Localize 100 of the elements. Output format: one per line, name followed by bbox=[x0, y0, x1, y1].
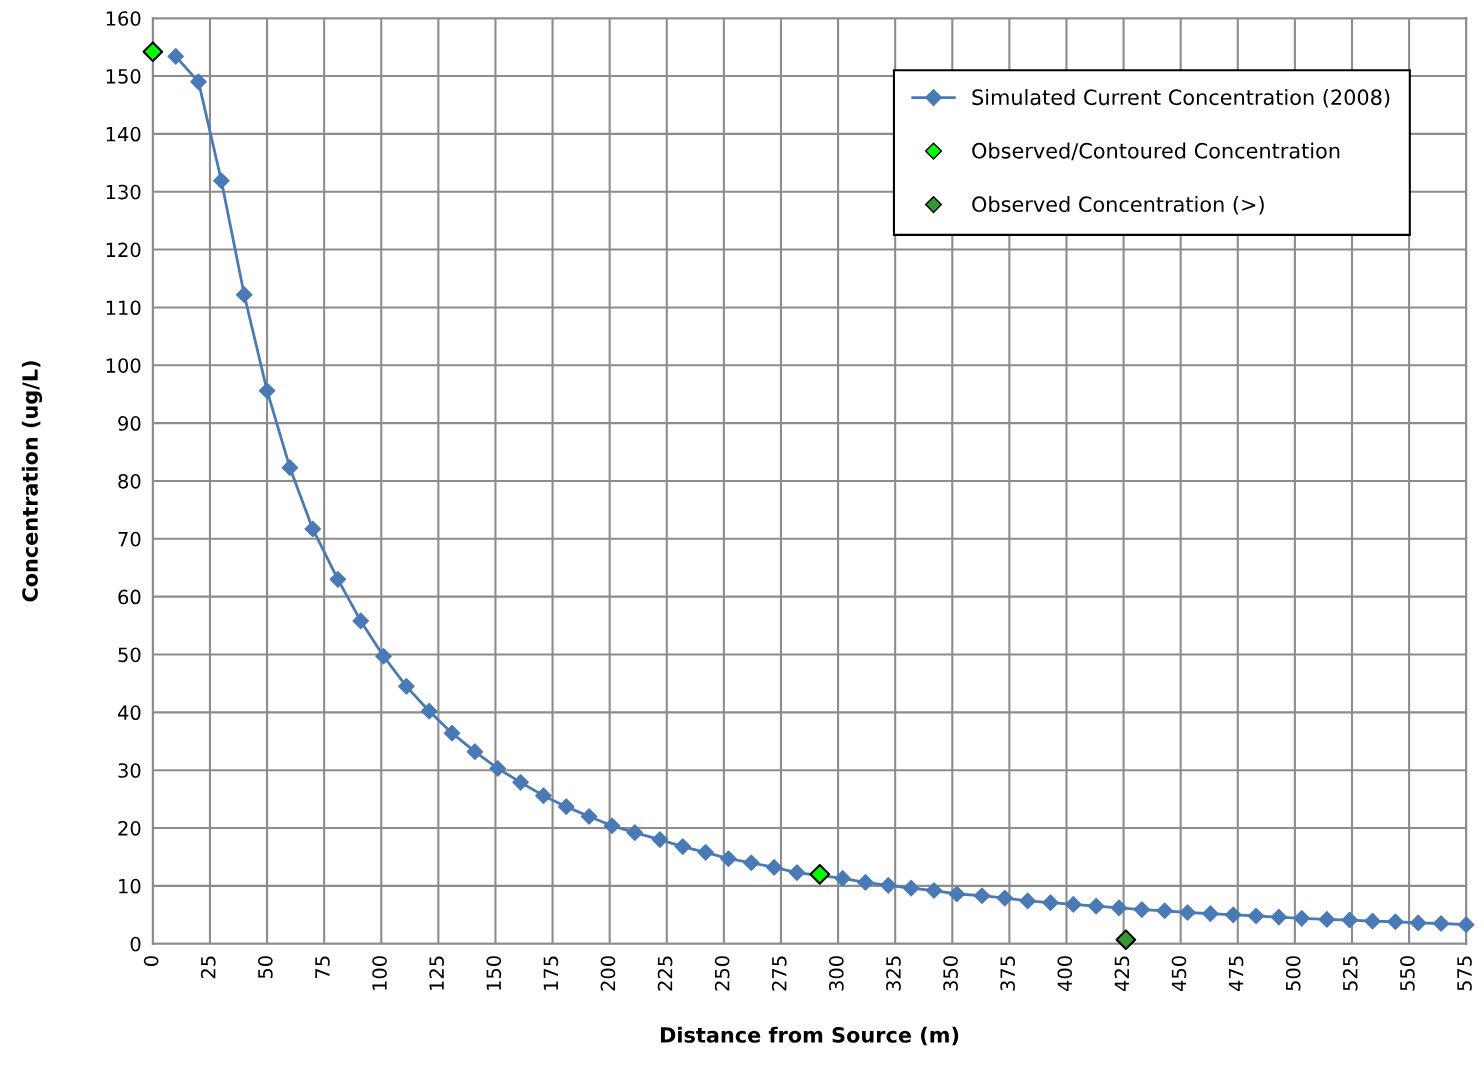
y-tick-label: 140 bbox=[106, 126, 141, 142]
x-tick-label: 400 bbox=[1057, 956, 1073, 992]
point bbox=[1318, 911, 1336, 928]
point bbox=[329, 571, 347, 588]
point bbox=[304, 520, 322, 538]
x-tick-label: 100 bbox=[372, 956, 387, 990]
point bbox=[235, 286, 253, 304]
point bbox=[375, 647, 392, 665]
x-tick-label: 75 bbox=[315, 956, 330, 978]
point bbox=[765, 859, 783, 876]
point bbox=[1364, 912, 1381, 930]
point bbox=[420, 702, 438, 720]
point bbox=[1087, 897, 1105, 915]
point bbox=[1432, 915, 1450, 932]
point bbox=[1341, 911, 1359, 929]
point bbox=[213, 172, 230, 190]
point bbox=[720, 850, 737, 868]
point bbox=[167, 48, 184, 65]
x-tick-label: 375 bbox=[1000, 956, 1016, 991]
point bbox=[1156, 902, 1173, 920]
point bbox=[788, 864, 806, 881]
x-tick-label: 450 bbox=[1171, 956, 1187, 992]
point bbox=[443, 724, 461, 742]
point bbox=[190, 73, 207, 91]
point bbox=[1042, 894, 1059, 911]
point bbox=[1133, 901, 1151, 918]
point bbox=[1065, 896, 1082, 913]
x-tick-label: 25 bbox=[200, 956, 216, 979]
point bbox=[512, 774, 529, 791]
x-tick-label: 175 bbox=[543, 956, 559, 990]
x-tick-label: 275 bbox=[771, 956, 787, 991]
x-tick-label: 550 bbox=[1400, 956, 1415, 991]
y-tick-label: 100 bbox=[106, 358, 141, 373]
point bbox=[603, 817, 621, 835]
x-axis-title: Distance from Source (m) bbox=[660, 1026, 959, 1046]
y-tick-label: 60 bbox=[118, 589, 141, 605]
point bbox=[742, 854, 760, 872]
x-tick-label: 0 bbox=[143, 956, 159, 966]
y-tick-label: 50 bbox=[118, 647, 141, 663]
point bbox=[352, 612, 370, 630]
point bbox=[1270, 908, 1288, 926]
y-tick-label: 110 bbox=[106, 300, 141, 316]
point bbox=[466, 743, 484, 760]
y-tick-label: 120 bbox=[106, 242, 141, 258]
point bbox=[1387, 913, 1404, 931]
point bbox=[809, 863, 831, 885]
x-tick-label: 325 bbox=[886, 956, 901, 991]
x-tick-label: 425 bbox=[1114, 956, 1130, 992]
y-tick-label: 30 bbox=[118, 763, 141, 778]
y-tick-label: 80 bbox=[118, 473, 141, 489]
x-tick-label: 350 bbox=[943, 956, 958, 991]
point bbox=[834, 870, 851, 887]
y-tick-label: 90 bbox=[118, 416, 141, 431]
point bbox=[1457, 916, 1475, 933]
x-tick-label: 525 bbox=[1342, 956, 1358, 991]
x-tick-label: 250 bbox=[714, 956, 730, 991]
point bbox=[651, 831, 669, 848]
point bbox=[489, 760, 507, 777]
x-tick-label: 500 bbox=[1285, 956, 1301, 991]
x-tick-label: 150 bbox=[486, 956, 502, 990]
point bbox=[1202, 905, 1219, 922]
point bbox=[535, 787, 552, 804]
legend-label: Observed Concentration (>) bbox=[972, 196, 1264, 215]
point bbox=[1179, 904, 1196, 921]
point bbox=[902, 879, 920, 897]
y-axis-title: Concentration (ug/L) bbox=[21, 361, 43, 602]
point bbox=[580, 808, 598, 825]
legend-label: Simulated Current Concentration (2008) bbox=[972, 89, 1390, 108]
x-tick-label: 300 bbox=[829, 956, 844, 991]
point bbox=[142, 41, 164, 63]
point bbox=[1019, 892, 1036, 910]
y-tick-label: 20 bbox=[118, 821, 141, 836]
y-tick-label: 130 bbox=[106, 184, 141, 200]
point bbox=[948, 885, 966, 903]
point bbox=[1224, 906, 1242, 924]
point bbox=[258, 382, 276, 400]
point bbox=[857, 874, 874, 891]
point bbox=[1409, 914, 1427, 932]
x-tick-label: 50 bbox=[257, 956, 273, 979]
legend-label: Observed/Contoured Concentration bbox=[972, 142, 1340, 161]
point bbox=[626, 824, 644, 841]
point bbox=[996, 889, 1014, 907]
y-tick-label: 70 bbox=[118, 531, 141, 547]
y-tick-label: 40 bbox=[117, 705, 141, 721]
point bbox=[1115, 929, 1137, 951]
point bbox=[281, 459, 299, 476]
point bbox=[674, 838, 692, 855]
point bbox=[1293, 909, 1311, 927]
point bbox=[880, 877, 897, 894]
point bbox=[925, 882, 943, 899]
x-tick-label: 575 bbox=[1457, 956, 1472, 991]
point bbox=[973, 887, 991, 905]
x-tick-label: 225 bbox=[657, 956, 673, 991]
point bbox=[398, 678, 415, 695]
point bbox=[1247, 907, 1265, 925]
y-tick-label: 10 bbox=[119, 878, 141, 894]
point bbox=[557, 798, 575, 815]
y-tick-label: 160 bbox=[106, 11, 141, 26]
x-tick-label: 475 bbox=[1228, 956, 1244, 992]
point bbox=[1110, 899, 1128, 917]
